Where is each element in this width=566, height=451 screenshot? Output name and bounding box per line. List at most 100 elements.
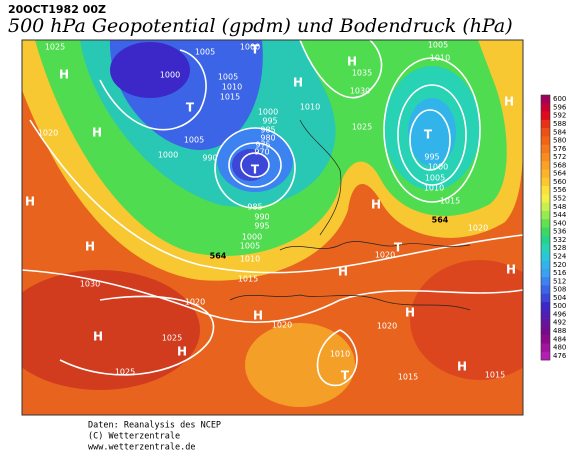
- colorbar-swatch: [541, 310, 550, 319]
- isobar-label: 1000: [258, 108, 278, 117]
- isobar-label: 1020: [375, 251, 395, 260]
- pressure-center: H: [253, 309, 263, 323]
- colorbar-swatch: [541, 169, 550, 179]
- colorbar-swatch: [541, 144, 550, 154]
- isobar-label: 1000: [428, 163, 448, 172]
- pressure-center: T: [424, 128, 433, 142]
- isobar-label: 1025: [162, 334, 182, 343]
- colorbar-label: 544: [553, 211, 566, 219]
- isobar-label: 1000: [160, 71, 180, 80]
- colorbar-label: 484: [553, 335, 566, 343]
- colorbar-swatch: [541, 343, 550, 353]
- footer-line: (C) Wetterzentrale: [88, 432, 180, 442]
- isobar-label: 1020: [377, 322, 397, 331]
- pressure-center: H: [457, 360, 467, 374]
- colorbar-swatch: [541, 252, 550, 261]
- colorbar-swatch: [541, 219, 550, 228]
- isobar-label: 1005: [428, 41, 448, 50]
- colorbar-swatch: [541, 103, 550, 112]
- isobar-label: 1035: [352, 69, 372, 78]
- colorbar-label: 524: [553, 252, 566, 260]
- colorbar-label: 600: [553, 95, 566, 103]
- isobar-label: 1020: [185, 298, 205, 307]
- colorbar-swatch: [541, 128, 550, 137]
- isobar-label: 990: [254, 213, 269, 222]
- colorbar-swatch: [541, 285, 550, 295]
- title: 500 hPa Geopotential (gpdm) und Bodendru…: [8, 15, 513, 37]
- isobar-label: 980: [260, 134, 275, 143]
- isobar-label: 1025: [115, 368, 135, 377]
- isobar-label: 1020: [272, 321, 292, 330]
- colorbar-label: 592: [553, 112, 566, 120]
- isobar-label: 1000: [240, 43, 260, 52]
- isobar-label: 970: [254, 148, 269, 157]
- colorbar-swatch: [541, 302, 550, 311]
- isobar-label: 975: [255, 141, 270, 150]
- colorbar-swatch: [541, 202, 550, 212]
- colorbar-swatch: [541, 152, 550, 162]
- colorbar-label: 520: [553, 261, 566, 269]
- isobar-label: 1015: [238, 275, 258, 284]
- isobar-label: 1015: [485, 371, 505, 380]
- date: 20OCT1982 00Z: [8, 3, 106, 16]
- isobar-label: 1015: [220, 93, 240, 102]
- colorbar-label: 572: [553, 153, 566, 161]
- pressure-center: H: [177, 345, 187, 359]
- colorbar-label: 568: [553, 161, 566, 169]
- pressure-center: T: [251, 163, 260, 177]
- isobar-label: 985: [260, 126, 275, 135]
- colorbar-swatch: [541, 227, 550, 237]
- colorbar-swatch: [541, 326, 550, 336]
- colorbar-label: 528: [553, 244, 566, 252]
- pressure-center: H: [85, 240, 95, 254]
- isobar-label: 1005: [218, 73, 238, 82]
- isobar-label: 564: [432, 216, 449, 225]
- isobar-label: 1010: [222, 83, 242, 92]
- isobar-label: 1025: [352, 123, 372, 132]
- isobar-label: 990: [202, 154, 217, 163]
- colorbar-label: 584: [553, 128, 566, 136]
- colorbar-swatch: [541, 277, 550, 286]
- colorbar-label: 496: [553, 310, 566, 318]
- isobar-label: 1005: [425, 174, 445, 183]
- isobar-label: 1010: [430, 54, 450, 63]
- colorbar-swatch: [541, 268, 550, 278]
- colorbar-frame: [540, 94, 551, 361]
- isobar-label: 1005: [195, 48, 215, 57]
- pressure-center: T: [394, 241, 403, 255]
- colorbar-label: 540: [553, 219, 566, 227]
- colorbar-label: 532: [553, 236, 566, 244]
- colorbar-label: 476: [553, 352, 566, 360]
- isobar-label: 1005: [184, 136, 204, 145]
- isobar-label: 1015: [398, 373, 418, 382]
- pressure-center: T: [341, 369, 350, 383]
- colorbar-swatch: [541, 351, 550, 361]
- pressure-center: H: [338, 265, 348, 279]
- colorbar-label: 480: [553, 344, 566, 352]
- pressure-center: H: [93, 330, 103, 344]
- colorbar-swatch: [541, 244, 550, 253]
- colorbar-swatch: [541, 210, 550, 220]
- isobar-label: 1020: [38, 129, 58, 138]
- pressure-center: H: [347, 55, 357, 69]
- colorbar-label: 552: [553, 195, 566, 203]
- isobar-label: 1015: [440, 197, 460, 206]
- colorbar-swatch: [541, 260, 550, 270]
- colorbar-label: 488: [553, 327, 566, 335]
- isobar-label: 1010: [240, 255, 260, 264]
- colorbar-label: 512: [553, 277, 566, 285]
- colorbar-swatch: [541, 335, 550, 344]
- colorbar-label: 548: [553, 203, 566, 211]
- colorbar-label: 508: [553, 286, 566, 294]
- footer-line: Daten: Reanalysis des NCEP: [88, 421, 221, 431]
- map: [21, 39, 524, 416]
- pressure-center: H: [506, 263, 516, 277]
- isobar-label: 1000: [158, 151, 178, 160]
- colorbar-label: 560: [553, 178, 566, 186]
- pressure-center: H: [59, 68, 69, 82]
- colorbar-swatch: [541, 111, 550, 121]
- isobar-label: 1010: [330, 350, 350, 359]
- pressure-center: H: [293, 76, 303, 90]
- pressure-center: H: [92, 126, 102, 140]
